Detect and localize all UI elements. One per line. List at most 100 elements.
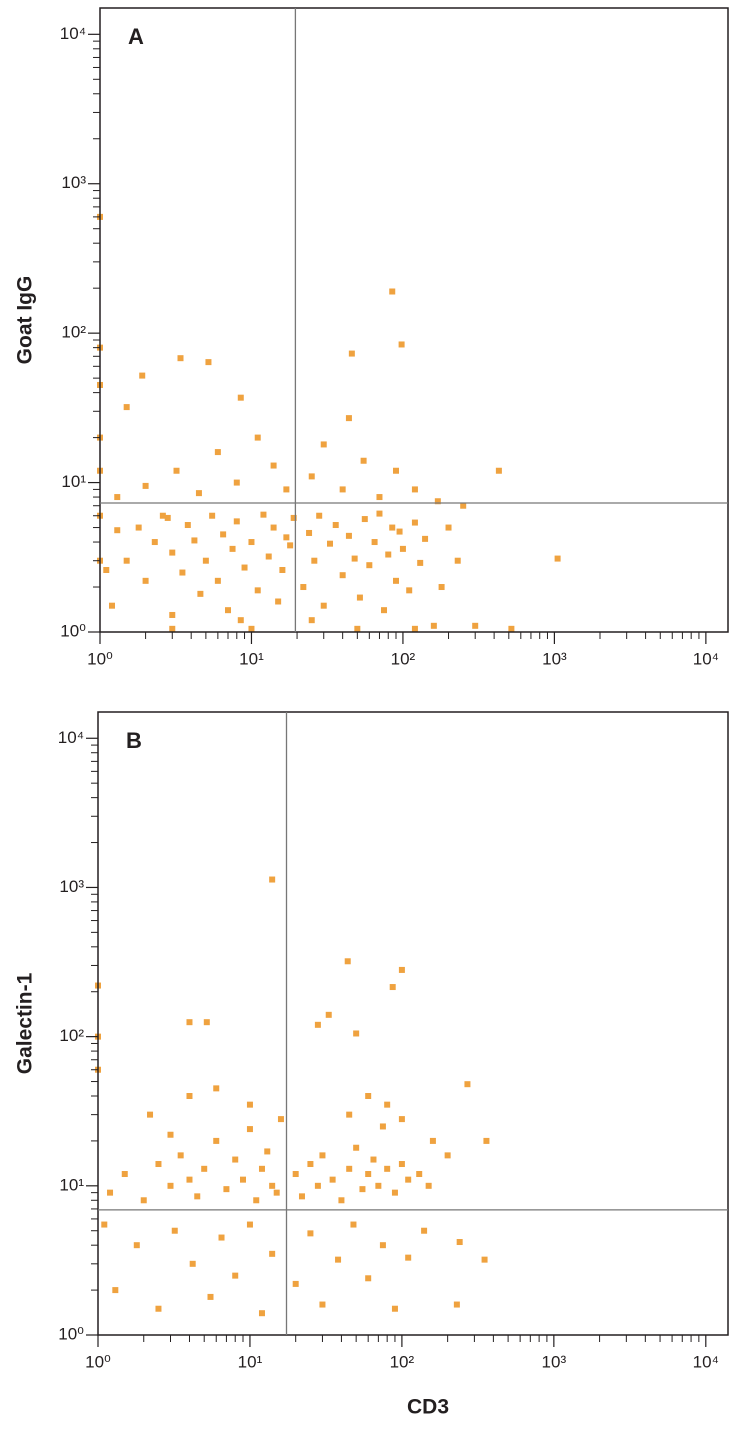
event-dot — [241, 564, 248, 571]
event-dot — [167, 1131, 174, 1138]
y-tick-label: 10¹ — [59, 1175, 84, 1194]
y-axis-label: Goat IgG — [14, 276, 37, 365]
event-dot — [327, 540, 334, 547]
event-dot — [308, 617, 315, 624]
event-dot — [438, 584, 445, 591]
event-dot — [232, 1156, 239, 1163]
event-dot — [223, 1186, 230, 1193]
event-dot — [421, 1227, 428, 1234]
event-dot — [339, 486, 346, 493]
event-dot — [239, 1176, 246, 1183]
event-dot — [159, 512, 166, 519]
event-dot — [381, 607, 388, 614]
event-dot — [189, 1260, 196, 1267]
event-dot — [430, 622, 437, 629]
y-tick-label: 10⁴ — [60, 24, 86, 43]
event-dot — [464, 1081, 471, 1088]
event-dot — [422, 535, 429, 542]
event-dot — [179, 569, 186, 576]
event-dot — [365, 1275, 372, 1282]
event-dot — [184, 522, 191, 529]
event-dot — [191, 537, 198, 544]
event-dot — [379, 1123, 386, 1130]
event-dot — [151, 539, 158, 546]
event-dot — [353, 1030, 360, 1037]
event-dot — [142, 577, 149, 584]
event-dot — [429, 1137, 436, 1144]
x-tick-label: 10² — [391, 649, 416, 668]
event-dot — [398, 966, 405, 973]
event-dot — [275, 598, 282, 605]
event-dot — [393, 577, 400, 584]
event-dot — [389, 984, 396, 991]
event-dot — [283, 534, 290, 541]
event-dot — [365, 1093, 372, 1100]
y-axis-label: Galectin-1 — [14, 972, 37, 1074]
event-dot — [103, 566, 110, 573]
event-dot — [338, 1197, 345, 1204]
event-dot — [371, 539, 378, 546]
event-dot — [233, 479, 240, 486]
event-dot — [112, 1287, 119, 1294]
event-dot — [483, 1137, 490, 1144]
event-dot — [258, 1165, 265, 1172]
panel-label: A — [128, 24, 144, 49]
y-tick-label: 10³ — [61, 173, 86, 192]
event-dot — [376, 494, 383, 501]
event-dot — [283, 486, 290, 493]
event-dot — [481, 1256, 488, 1263]
x-tick-label: 10⁴ — [693, 1352, 719, 1371]
event-dot — [246, 1126, 253, 1133]
event-dot — [398, 1116, 405, 1123]
event-dot — [246, 1101, 253, 1108]
event-dot — [416, 1171, 423, 1178]
x-tick-label: 10¹ — [239, 649, 264, 668]
event-dot — [155, 1161, 162, 1168]
event-dot — [389, 288, 396, 295]
event-dot — [205, 359, 212, 366]
event-dot — [353, 1144, 360, 1151]
event-dot — [253, 1197, 260, 1204]
event-dot — [391, 1305, 398, 1312]
x-tick-label: 10⁰ — [85, 1352, 111, 1371]
event-dot — [405, 1254, 412, 1261]
event-dot — [325, 1011, 332, 1018]
event-dot — [406, 587, 413, 594]
event-dot — [300, 584, 307, 591]
event-dot — [292, 1280, 299, 1287]
x-tick-label: 10³ — [542, 1352, 567, 1371]
event-dot — [307, 1161, 314, 1168]
event-dot — [346, 1165, 353, 1172]
event-dot — [207, 1293, 214, 1300]
y-tick-label: 10⁴ — [58, 728, 84, 747]
event-dot — [314, 1021, 321, 1028]
event-dot — [344, 958, 351, 965]
event-dot — [254, 587, 261, 594]
event-dot — [233, 518, 240, 525]
event-dot — [164, 514, 171, 521]
event-dot — [425, 1182, 432, 1189]
event-dot — [365, 1171, 372, 1178]
event-dot — [320, 441, 327, 448]
event-dot — [354, 625, 361, 632]
event-dot — [508, 625, 515, 632]
event-dot — [269, 1250, 276, 1257]
event-dot — [107, 1189, 114, 1196]
x-tick-label: 10¹ — [238, 1352, 263, 1371]
event-dot — [351, 555, 358, 562]
event-dot — [356, 594, 363, 601]
event-dot — [316, 512, 323, 519]
x-tick-label: 10² — [390, 1352, 415, 1371]
event-dot — [375, 1182, 382, 1189]
event-dot — [177, 1152, 184, 1159]
event-dot — [319, 1152, 326, 1159]
event-dot — [456, 1239, 463, 1246]
event-dot — [396, 528, 403, 535]
event-dot — [444, 1152, 451, 1159]
event-dot — [258, 1310, 265, 1317]
event-dot — [393, 467, 400, 474]
event-dot — [389, 524, 396, 531]
event-dot — [108, 602, 115, 609]
event-dot — [155, 1305, 162, 1312]
event-dot — [269, 1182, 276, 1189]
